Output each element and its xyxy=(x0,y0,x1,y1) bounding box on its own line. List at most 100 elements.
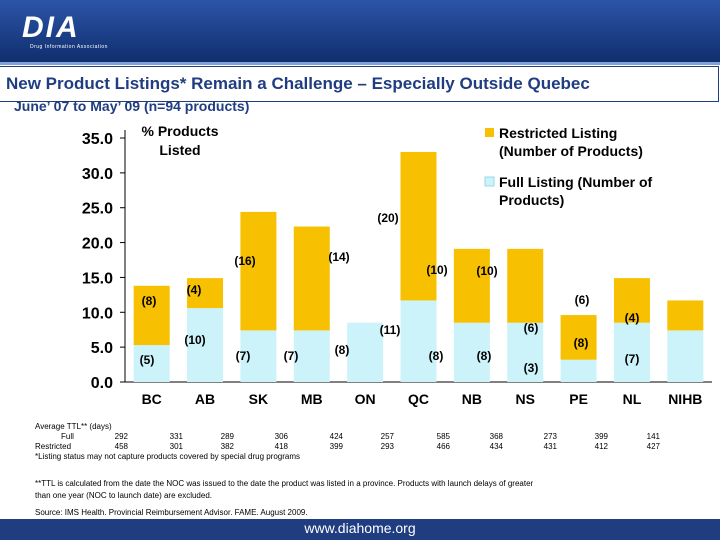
logo-subtitle: Drug Information Association xyxy=(30,44,108,50)
data-label-restricted: (4) xyxy=(187,283,202,297)
bar-restricted-nb xyxy=(453,248,490,323)
data-label-full: (11) xyxy=(380,323,401,337)
y-tick-label: 30.0 xyxy=(82,166,113,183)
bar-restricted-sk xyxy=(240,211,277,331)
y-tick-label: 35.0 xyxy=(82,131,113,148)
y-tick-label: 0.0 xyxy=(91,375,113,392)
data-label-full: (7) xyxy=(236,349,251,363)
data-label-restricted: (16) xyxy=(234,254,255,268)
ttl-value: 412 xyxy=(594,442,608,451)
x-tick-label: PE xyxy=(569,391,588,407)
slide-subtitle: June’ 07 to May’ 09 (n=94 products) xyxy=(14,98,250,114)
bar-full-ns xyxy=(507,322,544,382)
bar-full-nihb xyxy=(667,330,704,382)
x-tick-label: ON xyxy=(355,391,376,407)
y-tick-label: 25.0 xyxy=(82,201,113,218)
bar-restricted-ab xyxy=(187,278,224,309)
data-label-restricted: (14) xyxy=(328,250,349,264)
ttl-value: 585 xyxy=(436,432,450,441)
legend-swatch-full xyxy=(484,176,495,187)
data-label-full: (10) xyxy=(184,333,205,347)
x-tick-label: NS xyxy=(516,391,535,407)
x-tick-label: MB xyxy=(301,391,323,407)
data-label-restricted: (10) xyxy=(426,263,447,277)
ttl-value: 431 xyxy=(543,442,557,451)
bar-full-nb xyxy=(453,322,490,382)
data-label-full: (8) xyxy=(574,336,589,350)
ttl-value: 399 xyxy=(594,432,608,441)
y-tick-label: 15.0 xyxy=(82,270,113,287)
bar-full-ab xyxy=(187,308,224,382)
ttl-value: 306 xyxy=(274,432,288,441)
y-tick-label: 20.0 xyxy=(82,236,113,253)
source-note: Source: IMS Health. Provincial Reimburse… xyxy=(35,508,308,517)
ttl-value: 368 xyxy=(489,432,503,441)
data-label-restricted: (20) xyxy=(377,211,398,225)
legend-label-restricted-2: (Number of Products) xyxy=(499,143,643,159)
data-label-full: (7) xyxy=(284,349,299,363)
ttl-table: Average TTL** (days) Full 292 331 289 306 42… xyxy=(35,422,660,462)
ttl-value: 424 xyxy=(329,432,343,441)
x-tick-label: BC xyxy=(142,391,162,407)
x-tick-label: NB xyxy=(462,391,482,407)
x-tick-label: NL xyxy=(623,391,642,407)
data-label-restricted: (8) xyxy=(142,294,157,308)
legend-label-restricted-1: Restricted Listing xyxy=(499,125,617,141)
bar-full-bc xyxy=(133,345,170,382)
y-axis-label-line1: % Products xyxy=(141,123,218,139)
ttl-row-full: Full 292 331 289 306 424 257 585 368 273 399 141 xyxy=(35,432,660,442)
bar-restricted-mb xyxy=(293,226,330,331)
legend-swatch-restricted xyxy=(485,128,494,137)
legend-label-full-2: Products) xyxy=(499,192,564,208)
footer-bar xyxy=(0,519,720,540)
ttl-row-label: Restricted xyxy=(35,442,72,451)
data-label-full: (8) xyxy=(477,349,492,363)
ttl-value: 289 xyxy=(220,432,234,441)
ttl-value: 399 xyxy=(329,442,343,451)
bar-full-pe xyxy=(560,359,597,382)
ttl-value: 141 xyxy=(646,432,660,441)
data-label-full: (8) xyxy=(335,343,350,357)
footer-url-link[interactable]: www.diahome.org xyxy=(304,520,416,536)
bar-full-mb xyxy=(293,330,330,382)
data-label-full: (7) xyxy=(625,352,640,366)
bar-full-on xyxy=(347,322,384,382)
data-label-full: (5) xyxy=(140,353,155,367)
ttl-value: 273 xyxy=(543,432,557,441)
header-banner: DIA Drug Information Association xyxy=(0,0,720,62)
ttl-value: 418 xyxy=(274,442,288,451)
data-label-restricted: (6) xyxy=(524,321,539,335)
ttl-row-label: Full xyxy=(61,432,74,441)
ttl-value: 458 xyxy=(114,442,128,451)
bar-restricted-qc xyxy=(400,151,437,301)
data-label-restricted: (4) xyxy=(625,311,640,325)
x-tick-label: NIHB xyxy=(668,391,702,407)
data-label-restricted: (10) xyxy=(476,264,497,278)
ttl-heading: Average TTL** (days) xyxy=(35,422,112,431)
ttl-value: 292 xyxy=(114,432,128,441)
data-label-full: (8) xyxy=(429,349,444,363)
ttl-value: 257 xyxy=(380,432,394,441)
x-tick-label: SK xyxy=(249,391,268,407)
bar-full-sk xyxy=(240,330,277,382)
bar-restricted-pe xyxy=(560,315,597,360)
x-tick-label: QC xyxy=(408,391,429,407)
data-label-full: (3) xyxy=(524,361,539,375)
ttl-value: 434 xyxy=(489,442,503,451)
bar-restricted-bc xyxy=(133,285,170,346)
legend-label-full-1: Full Listing (Number of xyxy=(499,174,653,190)
bar-restricted-nl xyxy=(613,278,650,323)
slide-title: New Product Listings* Remain a Challenge… xyxy=(6,74,590,93)
bar-full-qc xyxy=(400,300,437,382)
header-divider xyxy=(0,62,720,65)
ttl-note-1: **TTL is calculated from the date the NO… xyxy=(35,479,534,488)
logo-text: DIA xyxy=(22,11,80,44)
ttl-value: 466 xyxy=(436,442,450,451)
y-tick-label: 10.0 xyxy=(82,305,113,322)
bar-full-nl xyxy=(613,322,650,382)
ttl-value: 331 xyxy=(169,432,183,441)
title-frame xyxy=(0,66,719,102)
stacked-bar-chart: 0.0 5.0 10.0 15.0 20.0 25.0 30.0 35.0 % Products… xyxy=(82,123,712,407)
ttl-value: 382 xyxy=(220,442,234,451)
y-tick-label: 5.0 xyxy=(91,340,113,357)
